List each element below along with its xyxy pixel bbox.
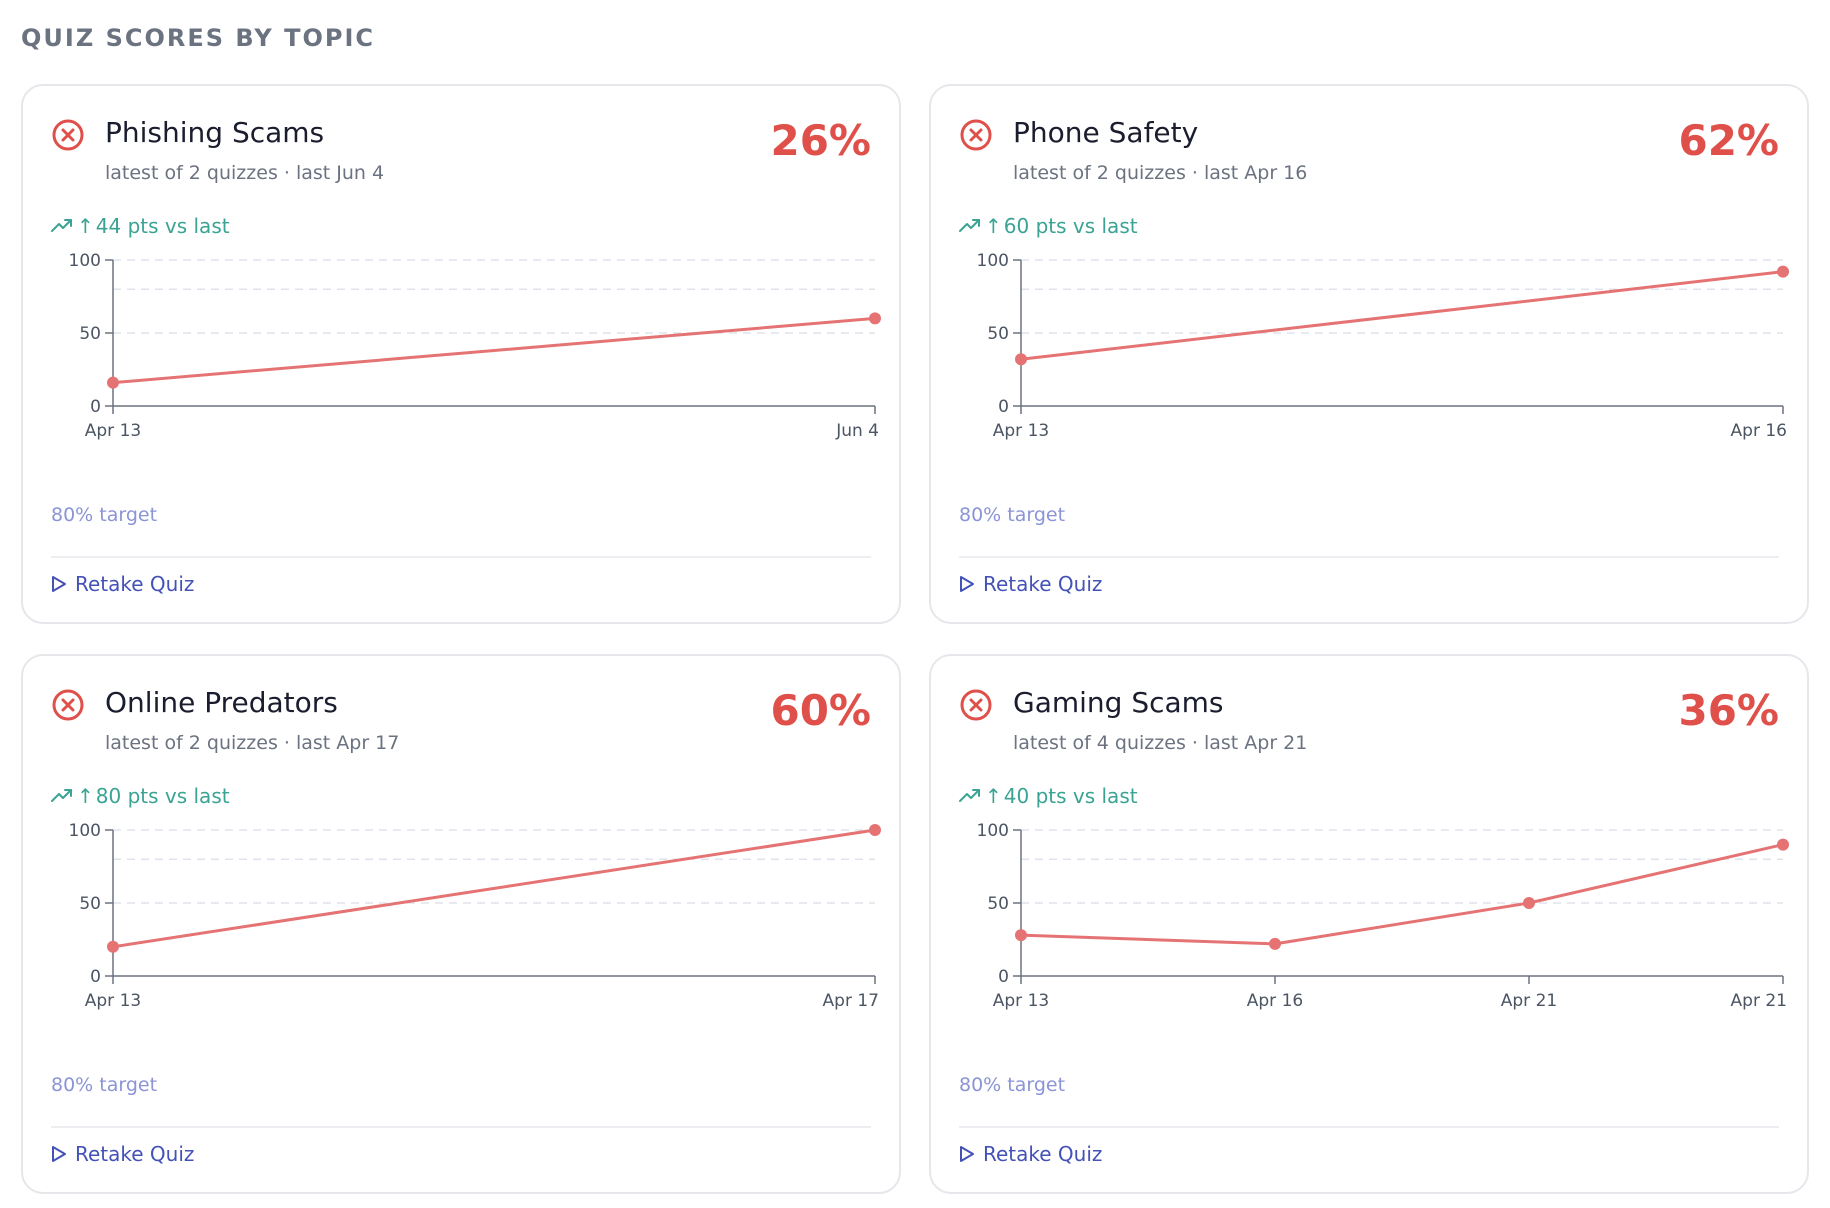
y-tick-label: 50 [987, 894, 1009, 914]
x-tick-label: Apr 21 [1501, 991, 1557, 1011]
x-tick-label: Apr 16 [1731, 421, 1787, 441]
section-title: QUIZ SCORES BY TOPIC [21, 24, 376, 52]
score-line-chart: 100 50 0 Apr 13 Apr 16 Apr 21 Apr 21 [977, 821, 1789, 1011]
target-label: 80% target [51, 504, 158, 526]
arrow-up-icon: ↑ [77, 214, 94, 238]
data-point [107, 940, 119, 953]
series-line [1020, 270, 1784, 361]
data-point [1269, 937, 1281, 950]
trending-up-icon [51, 219, 72, 232]
data-point [869, 312, 881, 325]
divider [51, 1126, 871, 1128]
quiz-card-phishing-scams: Phishing Scams latest of 2 quizzes · las… [21, 84, 901, 624]
retake-quiz-button[interactable]: Retake Quiz [959, 572, 1102, 596]
x-tick-label: Apr 13 [85, 421, 141, 441]
x-tick-label: Jun 4 [835, 421, 879, 441]
data-point [1015, 929, 1027, 942]
data-point [1015, 353, 1027, 366]
score-value: 62% [1678, 116, 1779, 165]
trend-indicator: ↑ 44 pts vs last [51, 214, 230, 238]
retake-quiz-button[interactable]: Retake Quiz [51, 572, 194, 596]
retake-quiz-label: Retake Quiz [983, 1142, 1103, 1166]
y-tick-label: 0 [90, 967, 101, 987]
x-tick-label: Apr 16 [1247, 991, 1303, 1011]
arrow-up-icon: ↑ [77, 784, 94, 808]
trend-text: 44 pts vs last [95, 214, 230, 238]
retake-quiz-label: Retake Quiz [75, 1142, 195, 1166]
y-tick-label: 50 [79, 324, 101, 344]
arrow-up-icon: ↑ [985, 214, 1002, 238]
trend-text: 80 pts vs last [95, 784, 230, 808]
y-tick-label: 100 [69, 821, 101, 841]
retake-quiz-label: Retake Quiz [75, 572, 195, 596]
quiz-card-gaming-scams: Gaming Scams latest of 4 quizzes · last … [929, 654, 1809, 1194]
trend-indicator: ↑ 60 pts vs last [959, 214, 1138, 238]
card-subtitle: latest of 2 quizzes · last Apr 16 [1013, 162, 1308, 184]
play-icon [52, 576, 66, 592]
series-line [1020, 843, 1784, 946]
x-tick-label: Apr 21 [1731, 991, 1787, 1011]
y-tick-label: 100 [977, 251, 1009, 271]
retake-quiz-label: Retake Quiz [983, 572, 1103, 596]
y-tick-label: 0 [998, 397, 1009, 417]
card-title: Phone Safety [1013, 116, 1199, 149]
trend-indicator: ↑ 80 pts vs last [51, 784, 230, 808]
score-line-chart: 100 50 0 Apr 13 Apr 16 [977, 251, 1789, 441]
score-line-chart: 100 50 0 Apr 13 Apr 17 [69, 821, 881, 1011]
card-subtitle: latest of 2 quizzes · last Apr 17 [105, 732, 400, 754]
data-point [107, 376, 119, 389]
card-subtitle: latest of 2 quizzes · last Jun 4 [105, 162, 385, 184]
y-tick-label: 0 [90, 397, 101, 417]
x-circle-icon [960, 689, 992, 721]
target-label: 80% target [959, 1074, 1066, 1096]
divider [959, 1126, 1779, 1128]
y-tick-label: 50 [79, 894, 101, 914]
x-tick-label: Apr 13 [993, 421, 1049, 441]
data-point [1523, 897, 1535, 909]
retake-quiz-button[interactable]: Retake Quiz [959, 1142, 1102, 1166]
x-tick-label: Apr 13 [85, 991, 141, 1011]
y-tick-label: 100 [69, 251, 101, 271]
trending-up-icon [51, 789, 72, 802]
card-title: Online Predators [105, 686, 338, 719]
score-value: 26% [770, 116, 871, 165]
series-line [112, 316, 876, 385]
quiz-card-online-predators: Online Predators latest of 2 quizzes · l… [21, 654, 901, 1194]
retake-quiz-button[interactable]: Retake Quiz [51, 1142, 194, 1166]
x-tick-label: Apr 13 [993, 991, 1049, 1011]
x-tick-label: Apr 17 [823, 991, 879, 1011]
play-icon [960, 576, 974, 592]
trend-text: 60 pts vs last [1003, 214, 1138, 238]
card-title: Phishing Scams [105, 116, 325, 149]
play-icon [960, 1146, 974, 1162]
quiz-card-phone-safety: Phone Safety latest of 2 quizzes · last … [929, 84, 1809, 624]
card-title: Gaming Scams [1013, 686, 1224, 719]
trending-up-icon [959, 219, 980, 232]
trend-text: 40 pts vs last [1003, 784, 1138, 808]
play-icon [52, 1146, 66, 1162]
data-point [1777, 838, 1789, 851]
data-point [1777, 265, 1789, 278]
x-circle-icon [960, 119, 992, 151]
y-tick-label: 100 [977, 821, 1009, 841]
data-point [869, 824, 881, 836]
divider [51, 556, 871, 558]
score-value: 60% [770, 686, 871, 735]
x-circle-icon [52, 689, 84, 721]
trend-indicator: ↑ 40 pts vs last [959, 784, 1138, 808]
target-label: 80% target [51, 1074, 158, 1096]
x-circle-icon [52, 119, 84, 151]
divider [959, 556, 1779, 558]
arrow-up-icon: ↑ [985, 784, 1002, 808]
score-line-chart: 100 50 0 Apr 13 Jun 4 [69, 251, 881, 441]
score-value: 36% [1678, 686, 1779, 735]
target-label: 80% target [959, 504, 1066, 526]
y-tick-label: 0 [998, 967, 1009, 987]
series-line [112, 828, 876, 949]
card-subtitle: latest of 4 quizzes · last Apr 21 [1013, 732, 1308, 754]
trending-up-icon [959, 789, 980, 802]
y-tick-label: 50 [987, 324, 1009, 344]
